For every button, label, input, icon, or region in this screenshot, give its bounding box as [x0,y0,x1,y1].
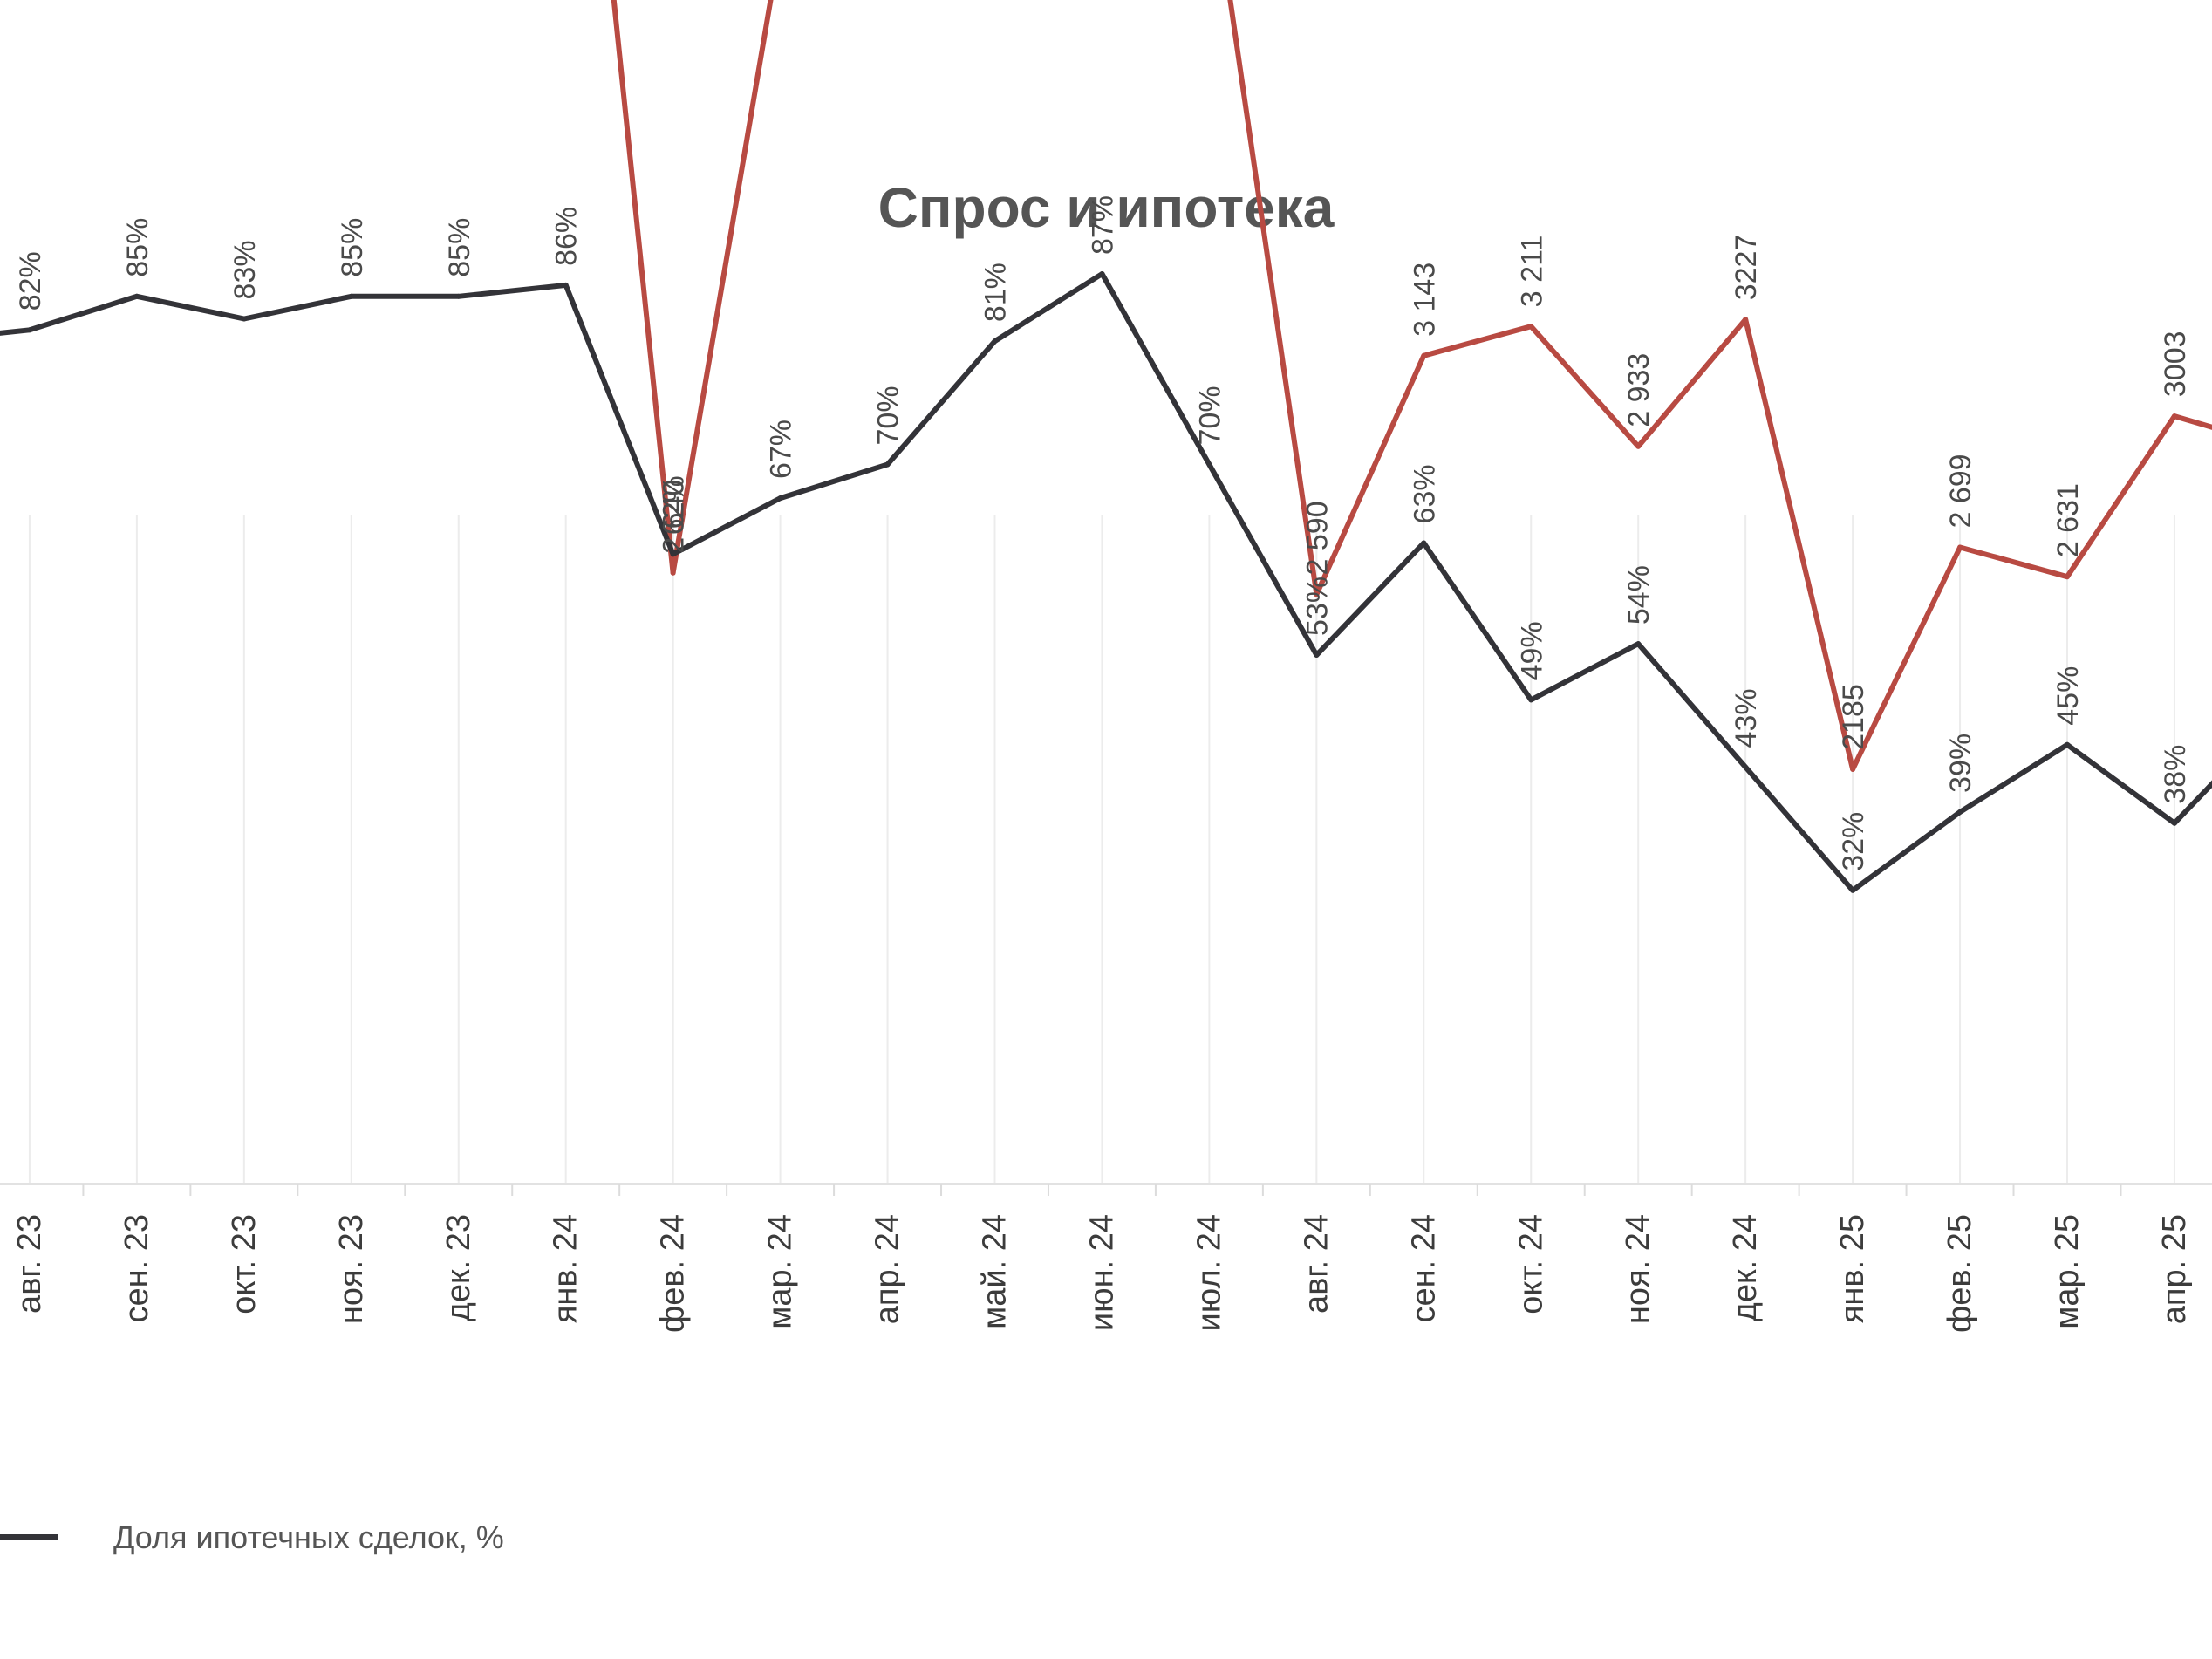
x-tick-label: апр. 24 [870,1214,906,1324]
data-label-mortgage-share: 86% [550,207,584,266]
data-label-demand: 2 631 [2052,483,2085,557]
data-point-mortgage-share [563,282,569,288]
x-tick-label: дек. 24 [1727,1214,1764,1321]
data-point-mortgage-share [1206,461,1212,468]
data-label-mortgage-share: 54% [1622,565,1656,625]
data-label-mortgage-share: 85% [443,218,476,277]
x-tick-label: янв. 25 [1834,1214,1871,1323]
x-tick-label: ноя. 23 [333,1214,370,1324]
data-point-mortgage-share [1314,652,1320,658]
x-tick-label: ноя. 24 [1620,1214,1656,1324]
data-label-mortgage-share: 81% [980,263,1013,322]
data-point-mortgage-share [455,293,461,299]
data-point-mortgage-share [777,495,783,502]
data-label-mortgage-share: 82% [14,251,47,311]
data-point-mortgage-share [1099,271,1105,277]
data-label-mortgage-share: 67% [765,420,798,479]
data-point-mortgage-share [670,551,676,557]
data-label-demand: 3227 [1730,235,1763,301]
x-tick-label: май. 24 [977,1214,1014,1329]
x-tick-label: окт. 24 [1512,1214,1549,1314]
series-line-mortgage-share [0,271,2212,893]
data-point-mortgage-share [348,293,354,299]
x-tick-label: мар. 25 [2049,1214,2086,1329]
legend: Доля ипотечных сделок, % [0,1519,504,1555]
series-layer [0,0,2212,893]
data-point-mortgage-share [1957,809,1963,815]
data-label-demand: 3 143 [1408,263,1441,337]
data-label-mortgage-share: 53% [1301,577,1334,636]
data-label-mortgage-share: 85% [121,218,154,277]
data-label-demand: 3 211 [1515,236,1548,308]
data-label-demand: 2 699 [1944,454,1977,528]
data-label-mortgage-share: 87% [1086,195,1119,255]
data-point-mortgage-share [2171,820,2177,826]
x-tick-label: янв. 24 [548,1214,584,1323]
grid-layer [28,515,2175,1184]
x-tick-label: мар. 24 [762,1214,799,1329]
data-point-mortgage-share [2065,741,2070,748]
data-label-mortgage-share: 45% [2052,666,2085,726]
data-point-mortgage-share [1635,641,1642,647]
x-tick-label: фев. 24 [655,1214,692,1333]
data-point-demand [670,570,676,576]
data-label-demand: 3003 [2159,331,2192,397]
data-point-demand [2171,413,2177,420]
data-point-mortgage-share [26,327,32,333]
data-label-mortgage-share: 32% [1837,812,1870,871]
x-tick-label: дек. 23 [440,1214,477,1321]
data-label-mortgage-share: 39% [1944,734,1977,793]
data-point-mortgage-share [241,316,247,322]
data-point-demand [2065,574,2070,580]
data-label-mortgage-share: 63% [1408,464,1441,523]
x-tick-label: сен. 23 [119,1214,155,1323]
x-tick-label: окт. 23 [226,1214,263,1314]
x-axis: авг. 23 сен. 23 окт. 23 ноя. 23 дек. 23 янв. … [0,1183,2212,1333]
data-label-mortgage-share: 38% [2159,745,2192,804]
data-label-demand: 2185 [1837,684,1870,750]
data-point-mortgage-share [1528,697,1534,703]
x-tick-label: апр. 25 [2156,1214,2193,1324]
data-point-demand [1850,766,1856,772]
x-tick-label: фев. 25 [1942,1214,1978,1333]
data-label-mortgage-share: 70% [1193,386,1226,445]
data-point-demand [1528,324,1534,330]
x-tick-label: июн. 24 [1083,1214,1120,1331]
data-label-mortgage-share: 85% [336,218,369,277]
x-tick-label: июл. 24 [1191,1214,1227,1331]
data-point-mortgage-share [992,338,998,345]
data-label-mortgage-share: 70% [872,386,905,445]
data-label-demand: 2 590 [1301,501,1334,575]
data-point-demand [1743,317,1749,323]
data-point-demand [1957,544,1963,550]
x-tick-label: авг. 23 [11,1214,48,1314]
data-point-demand [1314,591,1320,597]
data-label-demand: 2 933 [1622,353,1656,427]
data-label-mortgage-share: 43% [1730,688,1763,748]
data-label-mortgage-share: 83% [229,240,262,299]
data-labels: 5 8366 6916 83561135 5885 0452 64040994 … [14,195,2192,871]
data-point-demand [1421,352,1427,358]
data-label-mortgage-share: 49% [1515,621,1548,680]
data-point-mortgage-share [1850,887,1856,893]
data-point-mortgage-share [1743,764,1749,770]
data-point-demand [1635,443,1642,449]
x-tick-label: авг. 24 [1298,1214,1335,1314]
data-point-mortgage-share [1421,540,1427,546]
data-point-mortgage-share [133,293,140,299]
series-line-demand [611,0,2212,772]
data-label-mortgage-share: 62% [658,475,691,535]
data-point-mortgage-share [884,461,891,468]
x-tick-label: сен. 24 [1405,1214,1442,1323]
legend-label-mortgage-share: Доля ипотечных сделок, % [113,1519,504,1555]
data-label-demand: 2 640 [658,480,691,554]
